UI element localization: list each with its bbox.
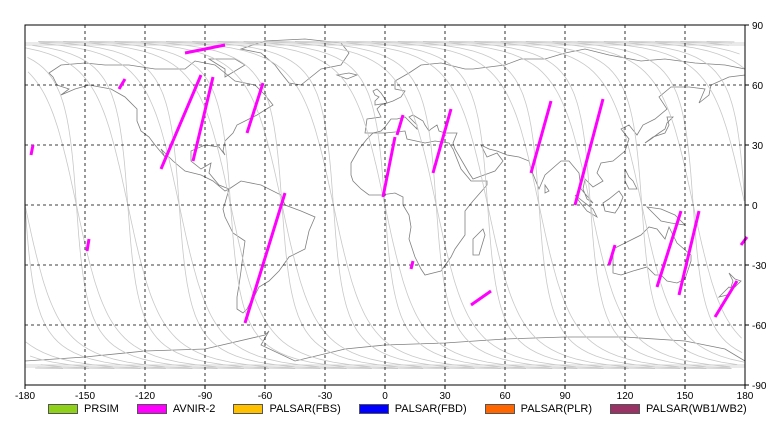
avnir2-segment [409, 260, 415, 270]
legend-swatch [610, 404, 640, 414]
orbit-track [268, 41, 604, 369]
lat-tick-label: 60 [752, 81, 764, 92]
avnir2-segment [713, 280, 739, 318]
coastline-australia [612, 225, 692, 284]
coastline-sri-lanka [544, 183, 550, 194]
coastline-eurasia [364, 48, 746, 204]
coastline-madagascar [472, 228, 486, 256]
avnir2-segment [573, 98, 605, 206]
avnir2-segment [470, 289, 492, 307]
legend-item-avnir2: AVNIR-2 [136, 403, 216, 415]
legend: PRSIM AVNIR-2 PALSAR(FBS) PALSAR(FBD) PA… [48, 403, 765, 415]
legend-swatch [233, 404, 264, 414]
legend-label: PALSAR(WB1/WB2) [646, 403, 747, 415]
orbit-tracks [24, 41, 746, 369]
coastline-sumatra [574, 194, 598, 219]
lon-tick-label: -90 [198, 391, 213, 400]
orbit-track [38, 41, 347, 369]
orbit-track [25, 41, 729, 369]
avnir2-segment [395, 114, 405, 136]
coastline-borneo [602, 190, 624, 214]
lat-tick-label: 0 [752, 201, 758, 212]
orbit-track [24, 41, 746, 369]
lon-tick-label: 60 [499, 391, 511, 400]
avnir2-segment [529, 100, 553, 174]
avnir2-segment [243, 192, 287, 324]
coastline-baffin [207, 58, 246, 78]
lon-tick-label: -120 [135, 391, 155, 400]
lat-tick-label: -60 [752, 321, 767, 332]
legend-label: PRSIM [84, 403, 119, 415]
axis-ticks: -180 -150 -120 -90 -60 -30 0 30 60 90 120 150 180 90 6… [15, 21, 767, 402]
acquisition-segments [29, 43, 749, 324]
lon-tick-label: 180 [737, 391, 754, 400]
avnir2-segment [191, 76, 215, 162]
coastline-uk [372, 88, 388, 106]
avnir2-segment [85, 238, 91, 252]
legend-label: PALSAR(PLR) [520, 403, 592, 415]
legend-item-palsar-fbs: PALSAR(FBS) [233, 403, 341, 415]
orbit-track [40, 41, 745, 369]
coastline-north-america [48, 60, 274, 192]
avnir2-segment [184, 43, 226, 55]
lon-tick-label: 0 [382, 391, 388, 400]
lon-tick-label: 90 [559, 391, 571, 400]
world-map-plot: -180 -150 -120 -90 -60 -30 0 30 60 90 120 150 180 90 6… [15, 21, 767, 402]
orbit-track [39, 41, 735, 369]
legend-label: PALSAR(FBD) [394, 403, 467, 415]
avnir2-segment [245, 82, 265, 134]
legend-label: AVNIR-2 [172, 403, 216, 415]
legend-label: PALSAR(FBS) [269, 403, 341, 415]
orbit-track [35, 41, 731, 369]
avnir2-segment [117, 78, 127, 90]
coastline-iceland [335, 72, 359, 80]
avnir2-segment [677, 210, 701, 296]
lon-tick-label: 120 [617, 391, 634, 400]
avnir2-segment [739, 236, 749, 246]
avnir2-segment [655, 210, 683, 288]
legend-swatch [484, 404, 515, 414]
legend-item-palsar-wb: PALSAR(WB1/WB2) [610, 403, 747, 415]
legend-swatch [48, 404, 78, 414]
lat-tick-label: -90 [752, 381, 767, 392]
lon-tick-label: -60 [258, 391, 273, 400]
orbit-track [24, 41, 745, 369]
legend-swatch [136, 404, 167, 414]
coastline-philippines [624, 168, 638, 190]
coastline-greenland [239, 38, 350, 86]
coastline-africa [350, 130, 488, 276]
coastline-japan [644, 116, 674, 144]
legend-item-palsar-fbd: PALSAR(FBD) [358, 403, 467, 415]
legend-swatch [358, 404, 389, 414]
lon-tick-label: -180 [15, 391, 35, 400]
lat-tick-label: -30 [752, 261, 767, 272]
avnir2-segment [607, 244, 617, 266]
avnir2-segment [29, 144, 35, 156]
avnir2-segment [381, 136, 397, 198]
legend-item-palsar-plr: PALSAR(PLR) [484, 403, 592, 415]
lat-tick-label: 30 [752, 141, 764, 152]
lon-tick-label: 30 [439, 391, 451, 400]
legend-item-prism: PRSIM [48, 403, 119, 415]
lon-tick-label: -150 [75, 391, 95, 400]
lat-tick-label: 90 [752, 21, 764, 32]
lon-tick-label: 150 [677, 391, 694, 400]
lon-tick-label: -30 [318, 391, 333, 400]
orbit-track [371, 41, 707, 369]
graticule-grid [25, 25, 745, 385]
avnir2-segment [159, 74, 203, 170]
avnir2-segment [431, 108, 453, 174]
